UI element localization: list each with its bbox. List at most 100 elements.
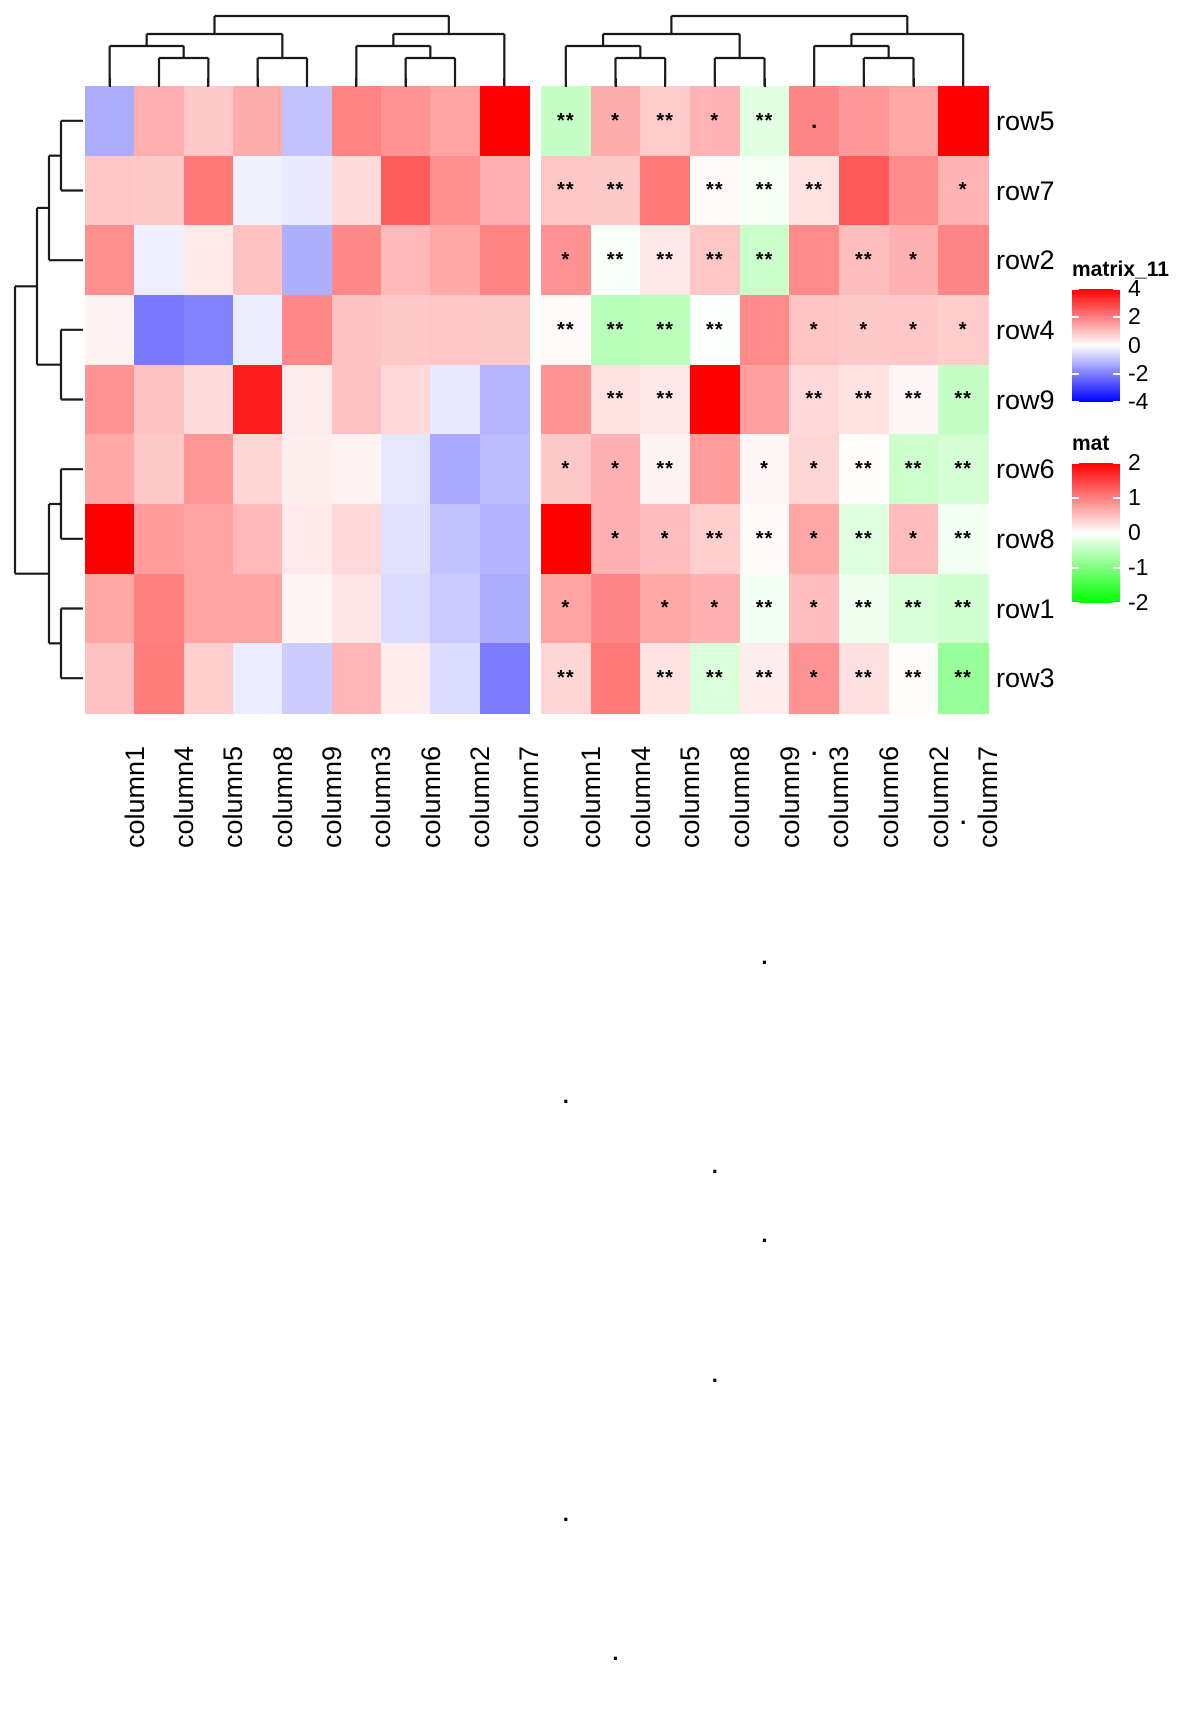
heatmap-cell[interactable] — [590, 573, 642, 645]
heatmap-cell[interactable] — [789, 573, 840, 645]
heatmap-cell[interactable] — [690, 225, 741, 296]
heatmap-cell[interactable] — [233, 643, 284, 714]
heatmap-cell[interactable] — [938, 86, 989, 157]
heatmap-cell[interactable] — [381, 86, 432, 157]
heatmap-cell[interactable] — [430, 225, 481, 296]
heatmap-cell[interactable] — [134, 643, 185, 714]
heatmap-cell[interactable] — [640, 155, 691, 227]
heatmap-cell[interactable] — [789, 225, 840, 296]
heatmap-cell[interactable] — [479, 573, 531, 645]
heatmap-cell[interactable] — [690, 573, 741, 645]
heatmap-cell[interactable] — [739, 434, 791, 505]
heatmap-cell[interactable] — [381, 573, 432, 645]
heatmap-cell[interactable] — [541, 573, 592, 645]
heatmap-cell[interactable] — [479, 434, 531, 505]
heatmap-cell[interactable] — [640, 573, 691, 645]
heatmap-cell[interactable] — [282, 86, 333, 157]
heatmap-cell[interactable] — [541, 295, 592, 366]
heatmap-cell[interactable] — [938, 364, 989, 436]
heatmap-cell[interactable] — [85, 364, 136, 436]
heatmap-cell[interactable] — [888, 643, 940, 714]
heatmap-cell[interactable] — [938, 573, 989, 645]
heatmap-cell[interactable] — [430, 573, 481, 645]
heatmap-cell[interactable] — [134, 504, 185, 575]
heatmap-cell[interactable] — [381, 364, 432, 436]
heatmap-cell[interactable] — [541, 364, 592, 436]
heatmap-cell[interactable] — [789, 504, 840, 575]
heatmap-cell[interactable] — [541, 643, 592, 714]
heatmap-cell[interactable] — [479, 155, 531, 227]
heatmap-cell[interactable] — [381, 155, 432, 227]
heatmap-cell[interactable] — [233, 86, 284, 157]
heatmap-cell[interactable] — [183, 155, 235, 227]
heatmap-cell[interactable] — [888, 86, 940, 157]
heatmap-cell[interactable] — [430, 434, 481, 505]
heatmap-cell[interactable] — [640, 643, 691, 714]
heatmap-cell[interactable] — [134, 225, 185, 296]
heatmap-cell[interactable] — [233, 225, 284, 296]
heatmap-cell[interactable] — [134, 434, 185, 505]
heatmap-cell[interactable] — [839, 225, 890, 296]
heatmap-cell[interactable] — [233, 504, 284, 575]
heatmap-cell[interactable] — [938, 155, 989, 227]
heatmap-cell[interactable] — [233, 364, 284, 436]
heatmap-cell[interactable] — [282, 573, 333, 645]
heatmap-cell[interactable] — [381, 434, 432, 505]
heatmap-cell[interactable] — [640, 364, 691, 436]
heatmap-cell[interactable] — [85, 643, 136, 714]
heatmap-cell[interactable] — [430, 364, 481, 436]
heatmap-cell[interactable] — [233, 295, 284, 366]
heatmap-cell[interactable] — [134, 86, 185, 157]
heatmap-cell[interactable] — [331, 573, 383, 645]
heatmap-cell[interactable] — [690, 295, 741, 366]
heatmap-matrix_11[interactable] — [85, 86, 531, 714]
heatmap-cell[interactable] — [430, 155, 481, 227]
heatmap-cell[interactable] — [590, 225, 642, 296]
heatmap-cell[interactable] — [690, 643, 741, 714]
heatmap-cell[interactable] — [282, 155, 333, 227]
heatmap-cell[interactable] — [690, 434, 741, 505]
heatmap-cell[interactable] — [85, 155, 136, 227]
heatmap-cell[interactable] — [282, 295, 333, 366]
heatmap-cell[interactable] — [282, 364, 333, 436]
heatmap-cell[interactable] — [541, 225, 592, 296]
heatmap-cell[interactable] — [590, 295, 642, 366]
heatmap-cell[interactable] — [233, 573, 284, 645]
heatmap-cell[interactable] — [282, 434, 333, 505]
heatmap-cell[interactable] — [381, 225, 432, 296]
heatmap-cell[interactable] — [690, 504, 741, 575]
heatmap-cell[interactable] — [85, 504, 136, 575]
heatmap-cell[interactable] — [789, 643, 840, 714]
heatmap-cell[interactable] — [381, 295, 432, 366]
heatmap-cell[interactable] — [430, 295, 481, 366]
heatmap-cell[interactable] — [381, 504, 432, 575]
heatmap-cell[interactable] — [839, 86, 890, 157]
heatmap-cell[interactable] — [839, 504, 890, 575]
heatmap-cell[interactable] — [430, 504, 481, 575]
heatmap-cell[interactable] — [590, 364, 642, 436]
heatmap-cell[interactable] — [430, 86, 481, 157]
heatmap-cell[interactable] — [282, 643, 333, 714]
heatmap-cell[interactable] — [430, 643, 481, 714]
heatmap-cell[interactable] — [479, 295, 531, 366]
heatmap-mat[interactable]: ********....****.******..**********.***.… — [541, 86, 989, 1664]
heatmap-cell[interactable] — [938, 225, 989, 296]
heatmap-cell[interactable] — [331, 155, 383, 227]
heatmap-cell[interactable] — [183, 86, 235, 157]
heatmap-cell[interactable] — [690, 86, 741, 157]
heatmap-cell[interactable] — [331, 86, 383, 157]
heatmap-cell[interactable] — [183, 643, 235, 714]
heatmap-cell[interactable] — [739, 573, 791, 645]
heatmap-cell[interactable] — [479, 364, 531, 436]
heatmap-cell[interactable] — [479, 225, 531, 296]
heatmap-cell[interactable] — [938, 295, 989, 366]
heatmap-cell[interactable] — [479, 643, 531, 714]
heatmap-cell[interactable] — [590, 155, 642, 227]
heatmap-cell[interactable] — [938, 434, 989, 505]
heatmap-cell[interactable] — [381, 643, 432, 714]
heatmap-cell[interactable] — [134, 573, 185, 645]
heatmap-cell[interactable] — [938, 643, 989, 714]
heatmap-cell[interactable] — [331, 295, 383, 366]
heatmap-cell[interactable] — [134, 295, 185, 366]
heatmap-cell[interactable] — [640, 434, 691, 505]
